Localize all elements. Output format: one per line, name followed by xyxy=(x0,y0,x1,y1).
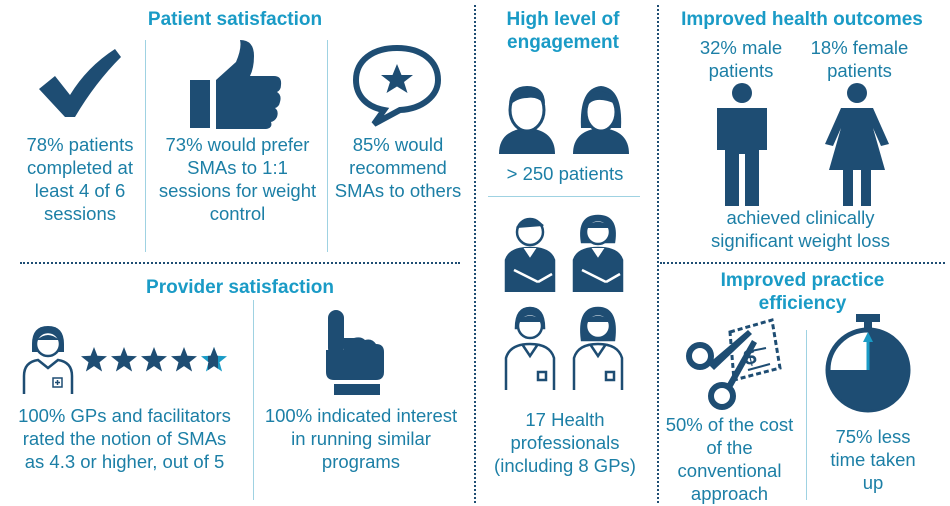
divider-right-horizontal xyxy=(660,262,945,264)
divider-main-vertical xyxy=(474,5,476,503)
interest-text: 100% indicated interest in running simil… xyxy=(264,405,458,472)
male-figure-icon xyxy=(717,83,767,206)
female-figure-icon xyxy=(825,83,889,206)
divider-patient-1 xyxy=(145,40,146,252)
time-text: 75% less time taken up xyxy=(830,426,916,493)
rating-stars-icon xyxy=(81,347,227,372)
gp-icon xyxy=(22,326,74,394)
rated-text: 100% GPs and facilitators rated the noti… xyxy=(18,405,231,472)
completed-text: 78% patients completed at least 4 of 6 s… xyxy=(26,134,134,224)
divider-left-horizontal xyxy=(20,262,460,264)
divider-right-vertical xyxy=(657,5,659,503)
provider-satisfaction-title: Provider satisfaction xyxy=(146,277,334,298)
patients-icon xyxy=(499,86,629,154)
stopwatch-icon xyxy=(825,314,911,413)
divider-provider xyxy=(253,300,254,500)
prefer-text: 73% would prefer SMAs to 1:1 sessions fo… xyxy=(158,134,317,224)
male-text: 32% male patients xyxy=(699,37,783,81)
health-outcomes-title: Improved health outcomes xyxy=(681,9,923,30)
thumbs-up-icon xyxy=(190,40,282,129)
health-professionals-icon xyxy=(504,214,624,390)
divider-efficiency xyxy=(806,330,807,500)
divider-patient-2 xyxy=(327,40,328,252)
professionals-text: 17 Health professionals (including 8 GPs… xyxy=(494,409,636,476)
scissors-coupon-icon: $ xyxy=(686,318,782,410)
cost-text: 50% of the cost of the conventional appr… xyxy=(665,414,794,504)
engagement-title: High level of engagement xyxy=(506,9,620,53)
divider-engagement xyxy=(488,196,640,197)
checkmark-icon xyxy=(39,49,121,117)
female-text: 18% female patients xyxy=(810,37,909,81)
practice-efficiency-title: Improved practice efficiency xyxy=(720,270,885,314)
speech-star-icon xyxy=(352,44,442,127)
recommend-text: 85% would recommend SMAs to others xyxy=(334,134,462,201)
pointing-hand-icon xyxy=(326,310,384,395)
patient-satisfaction-title: Patient satisfaction xyxy=(147,9,323,30)
weight-loss-text: achieved clinically significant weight l… xyxy=(711,207,890,251)
patients-text: > 250 patients xyxy=(506,163,624,184)
